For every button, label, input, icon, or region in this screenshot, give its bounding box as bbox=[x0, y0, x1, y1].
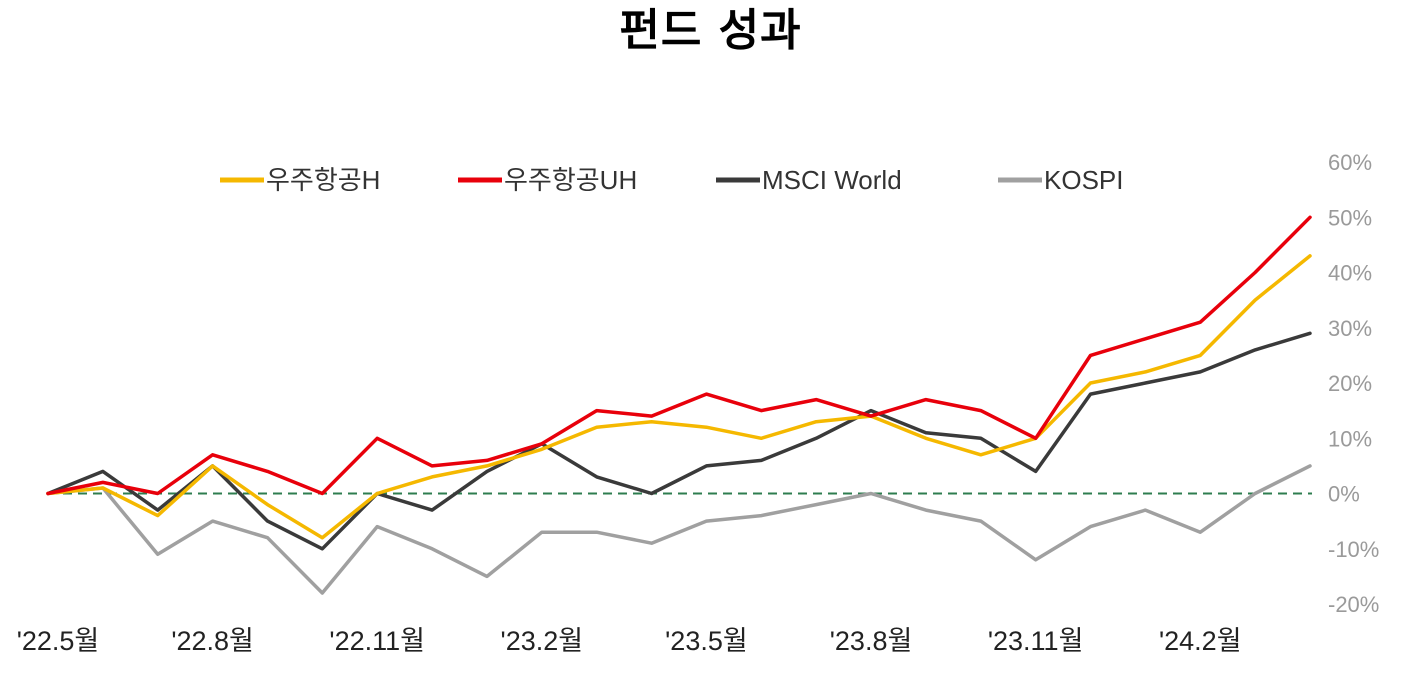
y-tick-label: -20% bbox=[1328, 592, 1379, 617]
y-tick-label: 10% bbox=[1328, 426, 1372, 451]
y-tick-label: 30% bbox=[1328, 316, 1372, 341]
legend-item-0: 우주항공H bbox=[220, 165, 380, 195]
legend-item-1: 우주항공UH bbox=[458, 165, 637, 195]
x-axis: '22.5월 '22.8월 '22.11월 '23.2월 '23.5월 '23.8월 '23… bbox=[17, 626, 1242, 656]
y-tick-label: 0% bbox=[1328, 482, 1360, 507]
x-tick-label: '24.2월 bbox=[1159, 626, 1242, 656]
x-tick-label: '22.11월 bbox=[329, 626, 425, 656]
series-line-1 bbox=[46, 215, 1312, 496]
legend-item-3: KOSPI bbox=[998, 165, 1123, 195]
x-tick-label: '23.11월 bbox=[988, 626, 1084, 656]
legend: 우주항공H 우주항공UH MSCI World KOSPI bbox=[220, 165, 1123, 195]
x-tick-label: '23.8월 bbox=[830, 626, 913, 656]
x-tick-label: '23.5월 bbox=[665, 626, 748, 656]
series-line-2 bbox=[46, 331, 1312, 551]
x-tick-label: '22.5월 bbox=[17, 626, 100, 656]
series-line-0 bbox=[46, 254, 1312, 540]
legend-item-2: MSCI World bbox=[716, 165, 902, 195]
legend-label: 우주항공H bbox=[266, 165, 380, 195]
y-tick-label: 40% bbox=[1328, 261, 1372, 286]
y-tick-label: -10% bbox=[1328, 537, 1379, 562]
y-axis: 60% 50% 40% 30% 20% 10% 0% -10% -20% bbox=[1328, 150, 1379, 617]
legend-label: 우주항공UH bbox=[504, 165, 637, 195]
series-line-3 bbox=[46, 464, 1312, 595]
y-tick-label: 50% bbox=[1328, 205, 1372, 230]
series-layer bbox=[46, 215, 1312, 595]
legend-label: MSCI World bbox=[762, 165, 902, 195]
x-tick-label: '23.2월 bbox=[501, 626, 584, 656]
y-tick-label: 60% bbox=[1328, 150, 1372, 175]
x-tick-label: '22.8월 bbox=[171, 626, 254, 656]
legend-label: KOSPI bbox=[1044, 165, 1123, 195]
chart-title: 펀드 성과 bbox=[619, 5, 802, 56]
y-tick-label: 20% bbox=[1328, 371, 1372, 396]
